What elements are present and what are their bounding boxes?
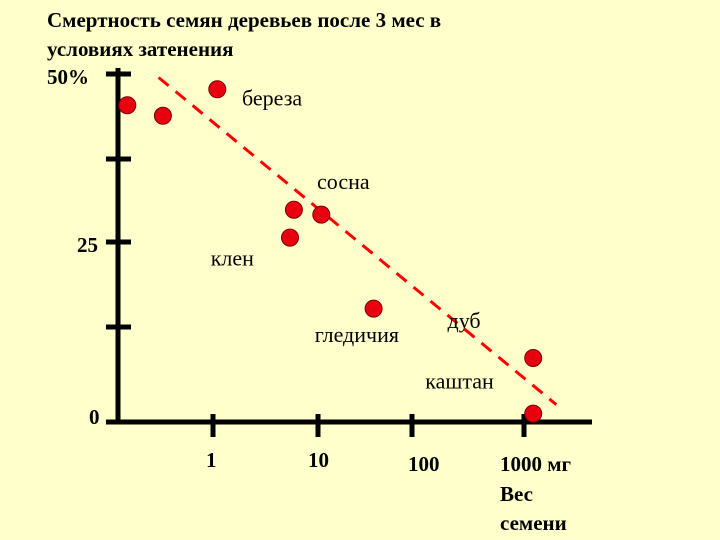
point-label: гледичия <box>315 322 399 347</box>
y-ticks: 50% 25 0 <box>47 65 131 429</box>
data-point <box>284 200 303 219</box>
point-annotations: береза сосна клен гледичия дуб каштан <box>211 85 494 393</box>
data-point <box>524 404 543 423</box>
point-label: клен <box>211 245 254 270</box>
y-tick-label-25: 25 <box>77 233 98 257</box>
point-label: сосна <box>317 169 370 194</box>
chart-title-line-2: условиях затенения <box>47 37 234 61</box>
data-points <box>118 80 543 423</box>
x-tick-label-1000: 1000 мг <box>500 452 571 476</box>
point-label: каштан <box>425 369 494 394</box>
trend-line <box>157 76 558 406</box>
x-tick-label-100: 100 <box>408 452 440 476</box>
chart-title-line-1: Смертность семян деревьев после 3 мес в <box>47 8 441 32</box>
data-point <box>364 299 383 318</box>
data-point <box>208 80 227 99</box>
x-axis-label: Вес семени <box>500 482 567 535</box>
point-label: береза <box>242 85 302 110</box>
x-tick-label-10: 10 <box>308 448 329 472</box>
y-tick-label-0: 0 <box>89 405 100 429</box>
data-point <box>281 228 299 247</box>
data-point <box>524 349 543 367</box>
x-ticks: 1 10 100 1000 мг <box>206 414 571 476</box>
data-point <box>312 205 331 224</box>
point-label: дуб <box>448 308 481 333</box>
x-axis-label-line-1: Вес <box>500 482 533 506</box>
data-point <box>153 106 172 125</box>
data-point <box>118 96 137 115</box>
chart-title: Смертность семян деревьев после 3 мес в … <box>47 8 441 61</box>
x-axis-label-line-2: семени <box>500 511 567 535</box>
x-tick-label-1: 1 <box>206 448 217 472</box>
y-tick-label-50: 50% <box>47 65 89 89</box>
